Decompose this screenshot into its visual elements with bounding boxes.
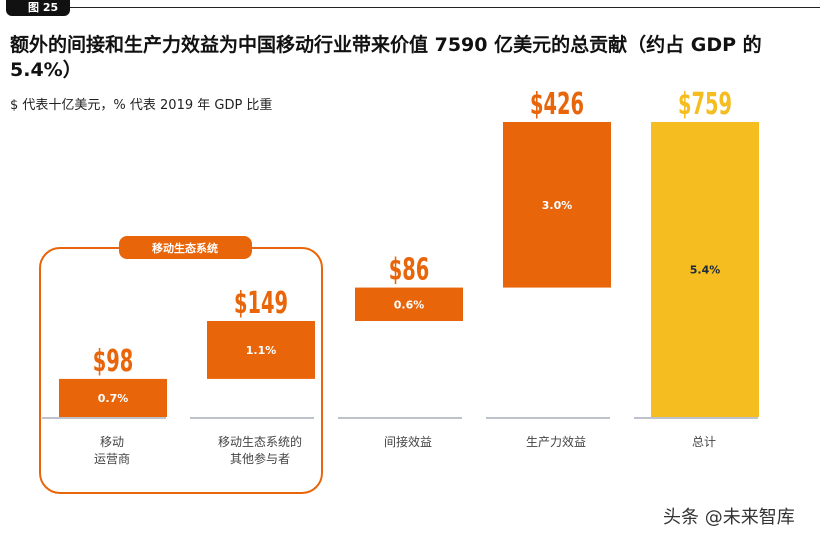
value-label: $759 bbox=[678, 88, 732, 122]
category-label: 移动 bbox=[100, 435, 124, 449]
pct-label: 5.4% bbox=[690, 264, 721, 277]
bar bbox=[355, 287, 463, 321]
bar bbox=[651, 122, 759, 417]
bar bbox=[503, 122, 611, 288]
pct-label: 0.7% bbox=[98, 392, 129, 405]
group-label: 移动生态系统 bbox=[152, 241, 218, 255]
pct-label: 0.6% bbox=[394, 298, 425, 311]
figure-label: 图 25 bbox=[6, 0, 70, 16]
bar bbox=[207, 320, 315, 379]
header-rule bbox=[70, 7, 820, 8]
chart-subtitle: $ 代表十亿美元，% 代表 2019 年 GDP 比重 bbox=[10, 98, 273, 113]
pct-label: 3.0% bbox=[542, 199, 573, 212]
value-label: $86 bbox=[389, 253, 430, 287]
category-label: 生产力效益 bbox=[526, 434, 586, 449]
category-label: 其他参与者 bbox=[230, 451, 290, 466]
value-label: $98 bbox=[93, 345, 134, 379]
category-label: 移动生态系统的 bbox=[218, 434, 302, 449]
value-label: $149 bbox=[234, 287, 288, 321]
bar bbox=[59, 378, 167, 417]
category-label: 运营商 bbox=[94, 451, 130, 466]
value-label: $426 bbox=[530, 88, 584, 122]
pct-label: 1.1% bbox=[246, 344, 277, 357]
category-label: 间接效益 bbox=[384, 434, 432, 449]
category-label: 总计 bbox=[692, 435, 716, 449]
watermark: 头条 @未来智库 bbox=[663, 507, 795, 528]
group-label-pill bbox=[119, 236, 252, 259]
chart-title: 额外的间接和生产力效益为中国移动行业带来价值 7590 亿美元的总贡献（约占 G… bbox=[10, 34, 762, 81]
